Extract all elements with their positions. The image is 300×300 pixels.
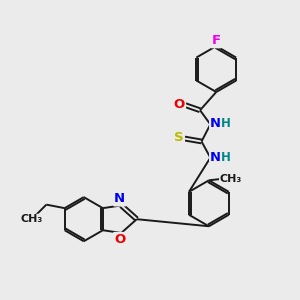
Text: H: H xyxy=(221,117,231,130)
Text: CH₃: CH₃ xyxy=(20,214,43,224)
Text: H: H xyxy=(221,151,231,164)
Text: N: N xyxy=(114,193,125,206)
Text: N: N xyxy=(210,117,221,130)
Text: S: S xyxy=(174,131,184,144)
Text: F: F xyxy=(212,34,221,47)
Text: O: O xyxy=(174,98,185,111)
Text: N: N xyxy=(210,151,221,164)
Text: O: O xyxy=(114,233,125,246)
Text: CH₃: CH₃ xyxy=(220,174,242,184)
